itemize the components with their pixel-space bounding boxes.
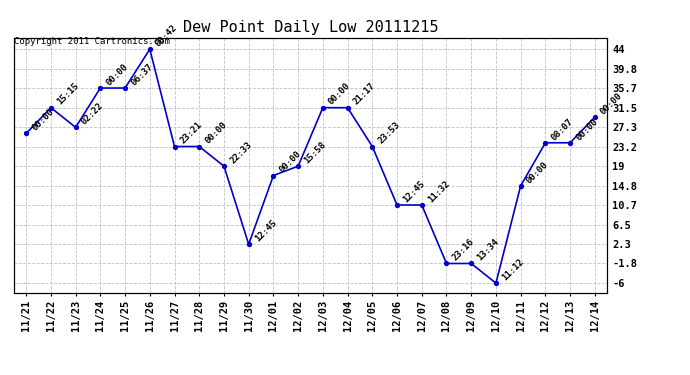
Text: 02:22: 02:22 [80,101,105,126]
Text: 11:12: 11:12 [500,257,526,282]
Text: Copyright 2011 Cartronics.com: Copyright 2011 Cartronics.com [14,38,170,46]
Text: 15:58: 15:58 [302,140,328,165]
Text: 22:33: 22:33 [228,140,253,165]
Text: 06:37: 06:37 [129,62,155,87]
Text: 00:00: 00:00 [30,107,56,133]
Text: 00:42: 00:42 [154,23,179,48]
Text: 15:15: 15:15 [55,81,81,107]
Text: 00:00: 00:00 [277,149,303,175]
Text: 23:21: 23:21 [179,120,204,146]
Text: 12:45: 12:45 [401,179,426,204]
Text: 23:16: 23:16 [451,237,476,263]
Title: Dew Point Daily Low 20111215: Dew Point Daily Low 20111215 [183,20,438,35]
Text: 23:53: 23:53 [377,120,402,146]
Text: 11:32: 11:32 [426,179,451,204]
Text: 08:07: 08:07 [549,117,575,142]
Text: 00:00: 00:00 [525,160,550,185]
Text: 00:00: 00:00 [574,117,600,142]
Text: 13:34: 13:34 [475,237,501,263]
Text: 00:00: 00:00 [327,81,353,107]
Text: 00:00: 00:00 [104,62,130,87]
Text: 12:45: 12:45 [253,218,278,243]
Text: 00:00: 00:00 [204,120,229,146]
Text: 21:17: 21:17 [352,81,377,107]
Text: 00:00: 00:00 [599,91,624,116]
